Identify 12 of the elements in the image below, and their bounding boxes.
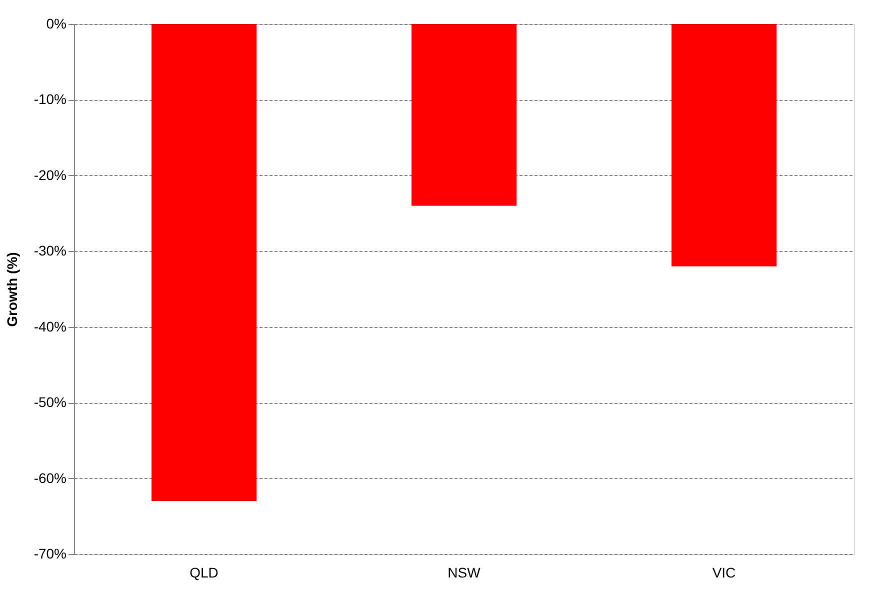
y-tick-label: -40% [34,318,66,334]
x-tick-label: NSW [448,564,482,580]
y-tick-label: -60% [34,470,66,486]
x-tick-label: VIC [712,564,736,580]
y-tick-label: -20% [34,166,66,183]
y-tick-label: -10% [34,91,66,108]
y-tick-label: -70% [34,546,66,562]
y-tick-label: -50% [34,394,66,410]
y-tick-label: -30% [34,242,66,259]
y-tick-label: 0% [46,16,66,32]
x-tick-label: QLD [190,564,218,580]
y-axis-title: Growth (%) [4,252,20,327]
